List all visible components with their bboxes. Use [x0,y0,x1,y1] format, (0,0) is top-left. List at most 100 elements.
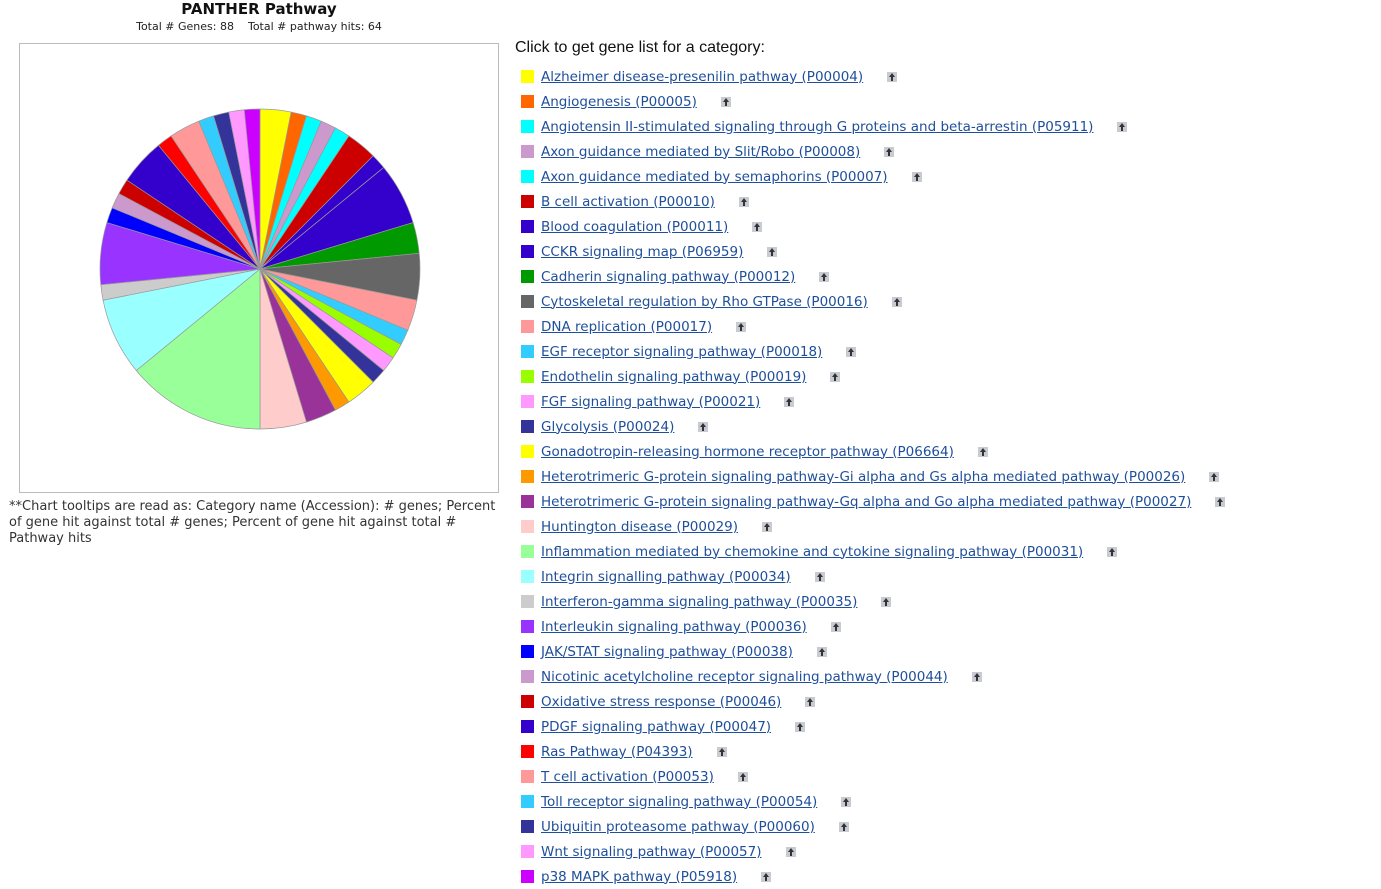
category-link[interactable]: Interleukin signaling pathway (P00036) [541,618,807,635]
pathway-diagram-icon[interactable] [752,221,763,232]
category-link[interactable]: B cell activation (P00010) [541,193,715,210]
pathway-diagram-icon[interactable] [767,246,778,257]
color-swatch [521,720,534,733]
category-link[interactable]: T cell activation (P00053) [541,768,714,785]
category-link[interactable]: Glycolysis (P00024) [541,418,675,435]
pathway-diagram-icon[interactable] [887,71,898,82]
category-link[interactable]: Endothelin signaling pathway (P00019) [541,368,807,385]
category-link[interactable]: Blood coagulation (P00011) [541,218,729,235]
pathway-diagram-icon[interactable] [841,796,852,807]
category-link[interactable]: Axon guidance mediated by Slit/Robo (P00… [541,143,861,160]
pathway-diagram-icon[interactable] [761,871,772,882]
pie-slice[interactable] [243,108,261,270]
total-hits: Total # pathway hits: 64 [247,20,382,33]
pathway-diagram-icon[interactable] [795,721,806,732]
color-swatch [521,370,534,383]
category-link[interactable]: Ras Pathway (P04393) [541,743,693,760]
color-swatch [521,270,534,283]
color-swatch [521,295,534,308]
color-swatch [521,95,534,108]
pathway-diagram-icon[interactable] [846,346,857,357]
pathway-diagram-icon[interactable] [720,96,731,107]
category-item: Wnt signaling pathway (P00057) [521,839,1225,864]
pathway-diagram-icon[interactable] [716,746,727,757]
pathway-diagram-icon[interactable] [736,321,747,332]
category-link[interactable]: Nicotinic acetylcholine receptor signali… [541,668,948,685]
pie-slice[interactable] [135,268,261,430]
chart-subtitle: Total # Genes: 88 Total # pathway hits: 6… [0,20,518,33]
category-link[interactable]: Oxidative stress response (P00046) [541,693,782,710]
color-swatch [521,395,534,408]
category-link[interactable]: FGF signaling pathway (P00021) [541,393,761,410]
category-link[interactable]: Ubiquitin proteasome pathway (P00060) [541,818,815,835]
category-link[interactable]: CCKR signaling map (P06959) [541,243,744,260]
pathway-diagram-icon[interactable] [762,521,773,532]
category-link[interactable]: Axon guidance mediated by semaphorins (P… [541,168,888,185]
category-list-heading: Click to get gene list for a category: [515,39,765,56]
category-item: PDGF signaling pathway (P00047) [521,714,1225,739]
pathway-diagram-icon[interactable] [891,296,902,307]
pathway-diagram-icon[interactable] [1215,496,1226,507]
pathway-diagram-icon[interactable] [737,771,748,782]
color-swatch [521,645,534,658]
category-item: CCKR signaling map (P06959) [521,239,1225,264]
pathway-diagram-icon[interactable] [784,396,795,407]
pathway-diagram-icon[interactable] [911,171,922,182]
pathway-diagram-icon[interactable] [971,671,982,682]
category-item: DNA replication (P00017) [521,314,1225,339]
category-item: Oxidative stress response (P00046) [521,689,1225,714]
category-link[interactable]: JAK/STAT signaling pathway (P00038) [541,643,793,660]
pathway-diagram-icon[interactable] [816,646,827,657]
pathway-diagram-icon[interactable] [1209,471,1220,482]
pie-chart [99,108,421,430]
pathway-diagram-icon[interactable] [1117,121,1128,132]
category-item: T cell activation (P00053) [521,764,1225,789]
category-link[interactable]: Heterotrimeric G-protein signaling pathw… [541,493,1192,510]
pathway-diagram-icon[interactable] [1107,546,1118,557]
category-item: Nicotinic acetylcholine receptor signali… [521,664,1225,689]
category-link[interactable]: Cytoskeletal regulation by Rho GTPase (P… [541,293,868,310]
category-link[interactable]: Angiotensin II-stimulated signaling thro… [541,118,1094,135]
category-item: Gonadotropin-releasing hormone receptor … [521,439,1225,464]
pathway-diagram-icon[interactable] [838,821,849,832]
pathway-diagram-icon[interactable] [881,596,892,607]
category-link[interactable]: p38 MAPK pathway (P05918) [541,868,738,885]
pathway-diagram-icon[interactable] [977,446,988,457]
color-swatch [521,795,534,808]
category-link[interactable]: Angiogenesis (P00005) [541,93,697,110]
category-link[interactable]: Cadherin signaling pathway (P00012) [541,268,796,285]
category-link[interactable]: Toll receptor signaling pathway (P00054) [541,793,818,810]
category-link[interactable]: Huntington disease (P00029) [541,518,739,535]
category-item: Inflammation mediated by chemokine and c… [521,539,1225,564]
category-link[interactable]: Heterotrimeric G-protein signaling pathw… [541,468,1186,485]
category-item: Axon guidance mediated by Slit/Robo (P00… [521,139,1225,164]
pathway-diagram-icon[interactable] [805,696,816,707]
pathway-diagram-icon[interactable] [698,421,709,432]
category-item: B cell activation (P00010) [521,189,1225,214]
category-link[interactable]: Interferon-gamma signaling pathway (P000… [541,593,858,610]
category-link[interactable]: PDGF signaling pathway (P00047) [541,718,772,735]
pathway-diagram-icon[interactable] [830,621,841,632]
category-link[interactable]: EGF receptor signaling pathway (P00018) [541,343,823,360]
category-link[interactable]: Inflammation mediated by chemokine and c… [541,543,1084,560]
color-swatch [521,320,534,333]
category-item: Interferon-gamma signaling pathway (P000… [521,589,1225,614]
pathway-diagram-icon[interactable] [785,846,796,857]
pathway-diagram-icon[interactable] [738,196,749,207]
color-swatch [521,120,534,133]
color-swatch [521,745,534,758]
pathway-diagram-icon[interactable] [814,571,825,582]
category-item: Interleukin signaling pathway (P00036) [521,614,1225,639]
pathway-diagram-icon[interactable] [830,371,841,382]
category-link[interactable]: Alzheimer disease-presenilin pathway (P0… [541,68,864,85]
pathway-diagram-icon[interactable] [884,146,895,157]
category-link[interactable]: Gonadotropin-releasing hormone receptor … [541,443,954,460]
pathway-diagram-icon[interactable] [819,271,830,282]
category-link[interactable]: DNA replication (P00017) [541,318,713,335]
pie-chart-frame [19,43,499,493]
category-link[interactable]: Wnt signaling pathway (P00057) [541,843,762,860]
color-swatch [521,220,534,233]
color-swatch [521,195,534,208]
category-link[interactable]: Integrin signalling pathway (P00034) [541,568,791,585]
color-swatch [521,520,534,533]
